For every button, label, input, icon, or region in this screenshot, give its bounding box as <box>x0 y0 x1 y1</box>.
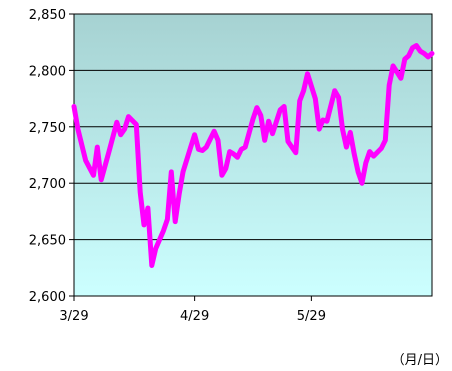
series-line <box>71 43 435 268</box>
y-axis-ticks: 2,600 2,650 2,700 2,750 2,800 2,850 <box>29 8 74 305</box>
x-tick-label: 3/29 <box>59 309 88 324</box>
y-tick-label: 2,750 <box>29 121 66 136</box>
plot-area <box>73 13 433 297</box>
x-tick-label: 5/29 <box>297 309 326 324</box>
y-tick-label: 2,850 <box>29 8 66 23</box>
y-tick-label: 2,650 <box>29 234 66 249</box>
y-tick-label: 2,600 <box>29 290 66 305</box>
y-tick-label: 2,800 <box>29 64 66 79</box>
x-axis-unit-label: （月/日） <box>392 353 448 368</box>
x-axis-ticks: 3/29 4/29 5/29 <box>59 296 326 324</box>
x-tick-label: 4/29 <box>180 309 209 324</box>
y-tick-label: 2,700 <box>29 177 66 192</box>
